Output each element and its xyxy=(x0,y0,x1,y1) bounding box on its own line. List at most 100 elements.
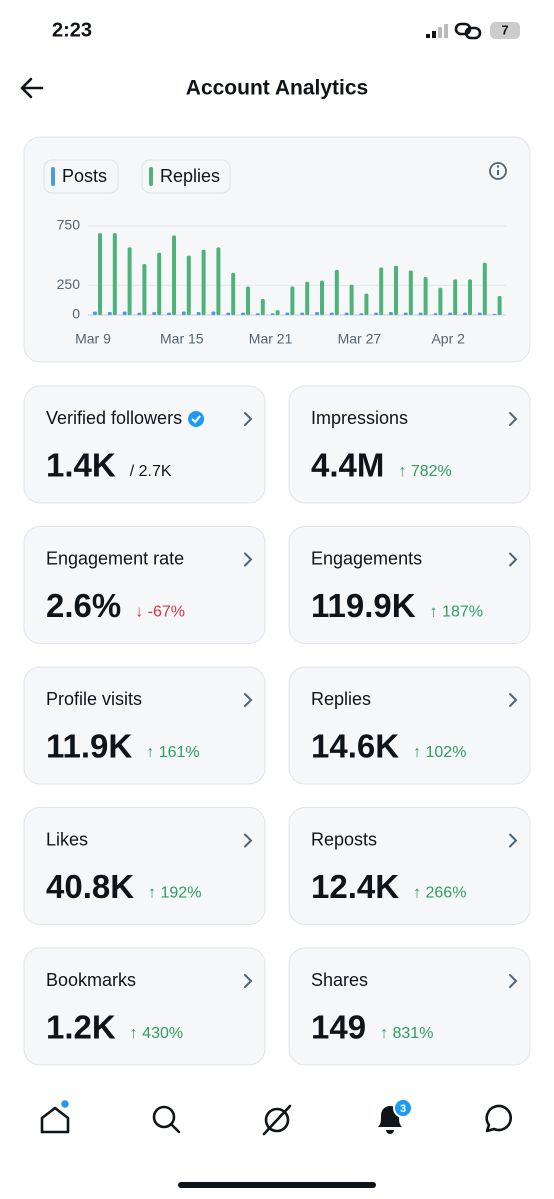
card-bg xyxy=(288,947,531,1066)
metric-card[interactable]: Verified followers 1.4K / 2.7K xyxy=(23,385,266,504)
x-tick-label: Mar 27 xyxy=(338,331,382,347)
home-dot xyxy=(59,1098,71,1110)
bar xyxy=(201,249,206,315)
card-change: ↑ 782% xyxy=(398,463,451,480)
y-tick-label: 250 xyxy=(57,276,81,292)
card-change: ↑ 187% xyxy=(430,604,483,621)
bar xyxy=(329,312,334,315)
back-button[interactable] xyxy=(20,77,44,99)
x-tick-label: Apr 2 xyxy=(431,331,465,347)
card-label: Bookmarks xyxy=(46,970,136,990)
legend-chip[interactable] xyxy=(141,159,231,194)
bar xyxy=(389,312,393,315)
bar xyxy=(275,310,280,315)
bar xyxy=(320,280,324,315)
status-time: 2:23 xyxy=(52,19,92,41)
card-value: 2.6% xyxy=(46,587,121,624)
card-value: 14.6K xyxy=(311,728,399,765)
chevron xyxy=(244,974,253,988)
verified-check xyxy=(191,415,201,424)
messages-icon[interactable] xyxy=(485,1104,512,1133)
legend-label: Posts xyxy=(62,166,107,186)
bar xyxy=(463,312,467,315)
card-bg xyxy=(23,526,266,644)
bar xyxy=(453,279,458,315)
chevron xyxy=(509,974,518,988)
bar xyxy=(334,269,339,315)
metric-card[interactable]: Engagement rate 2.6% ↓ -67% xyxy=(23,526,266,644)
badge-count: 3 xyxy=(400,1103,406,1115)
card-value: 12.4K xyxy=(311,868,399,905)
metric-card[interactable]: Likes 40.8K ↑ 192% xyxy=(23,807,266,925)
x-tick-label: Mar 15 xyxy=(160,331,204,347)
bar xyxy=(374,312,379,315)
header-title: Account Analytics xyxy=(186,77,368,100)
legend-chip[interactable] xyxy=(43,159,119,194)
bottom-nav: 3 xyxy=(40,1098,512,1136)
grok-icon[interactable] xyxy=(262,1104,292,1136)
card-value: 119.9K xyxy=(311,587,416,624)
bar xyxy=(438,287,443,315)
card-value: 11.9K xyxy=(46,728,132,765)
bar xyxy=(408,270,413,315)
signal xyxy=(426,24,448,38)
card-label: Profile visits xyxy=(46,689,142,709)
y-tick-label: 750 xyxy=(57,217,81,233)
bar xyxy=(157,252,162,315)
metric-card[interactable]: Replies 14.6K ↑ 102% xyxy=(288,666,531,785)
legend-label: Replies xyxy=(160,166,220,186)
bar xyxy=(211,311,216,315)
bar xyxy=(349,284,354,315)
card-label: Verified followers xyxy=(46,408,182,428)
home-icon[interactable] xyxy=(40,1106,70,1134)
link-icon xyxy=(454,22,482,40)
card-bg xyxy=(288,526,531,644)
bar xyxy=(433,313,438,315)
info-icon[interactable] xyxy=(489,162,507,180)
card-bg xyxy=(288,385,531,504)
bar xyxy=(497,296,502,315)
bar xyxy=(122,311,127,315)
card-value: 149 xyxy=(311,1009,366,1046)
metric-card[interactable]: Engagements 119.9K ↑ 187% xyxy=(288,526,531,644)
bar xyxy=(285,312,290,315)
card-bg xyxy=(288,666,531,785)
card-change: ↑ 831% xyxy=(380,1025,433,1042)
metric-card[interactable]: Shares 149 ↑ 831% xyxy=(288,947,531,1066)
card-bg xyxy=(288,807,531,925)
bar xyxy=(394,265,398,315)
bar xyxy=(112,233,117,315)
card-value: 4.4M xyxy=(311,447,384,484)
home-indicator xyxy=(178,1182,376,1188)
card-label: Engagements xyxy=(311,548,422,568)
metric-card[interactable]: Profile visits 11.9K ↑ 161% xyxy=(23,666,266,785)
bar xyxy=(344,312,349,315)
battery xyxy=(490,22,520,39)
bar xyxy=(127,247,132,315)
bar xyxy=(241,312,245,315)
card-label: Engagement rate xyxy=(46,548,184,568)
card-bg xyxy=(23,947,266,1066)
bar xyxy=(107,312,112,315)
metric-card[interactable]: Bookmarks 1.2K ↑ 430% xyxy=(23,947,266,1066)
card-label: Impressions xyxy=(311,408,408,428)
legend-swatch xyxy=(149,167,153,186)
bar xyxy=(172,235,176,315)
battery-level: 7 xyxy=(501,22,508,37)
search-icon[interactable] xyxy=(152,1105,181,1134)
bar xyxy=(216,247,221,315)
chevron xyxy=(509,552,518,567)
chevron xyxy=(509,693,518,707)
card-value: 1.2K xyxy=(46,1009,116,1046)
y-tick-label: 0 xyxy=(72,306,80,322)
bar xyxy=(290,286,295,315)
chevron xyxy=(244,693,253,707)
metric-card[interactable]: Reposts 12.4K ↑ 266% xyxy=(288,807,531,925)
card-change: ↑ 430% xyxy=(130,1025,183,1042)
bar xyxy=(255,313,260,315)
bar xyxy=(270,313,275,315)
metric-card[interactable]: Impressions 4.4M ↑ 782% xyxy=(288,385,531,504)
card-label: Replies xyxy=(311,689,371,709)
card-value: 40.8K xyxy=(46,868,134,905)
